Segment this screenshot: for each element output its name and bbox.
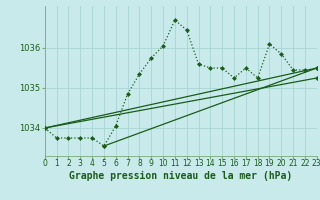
X-axis label: Graphe pression niveau de la mer (hPa): Graphe pression niveau de la mer (hPa) — [69, 171, 292, 181]
